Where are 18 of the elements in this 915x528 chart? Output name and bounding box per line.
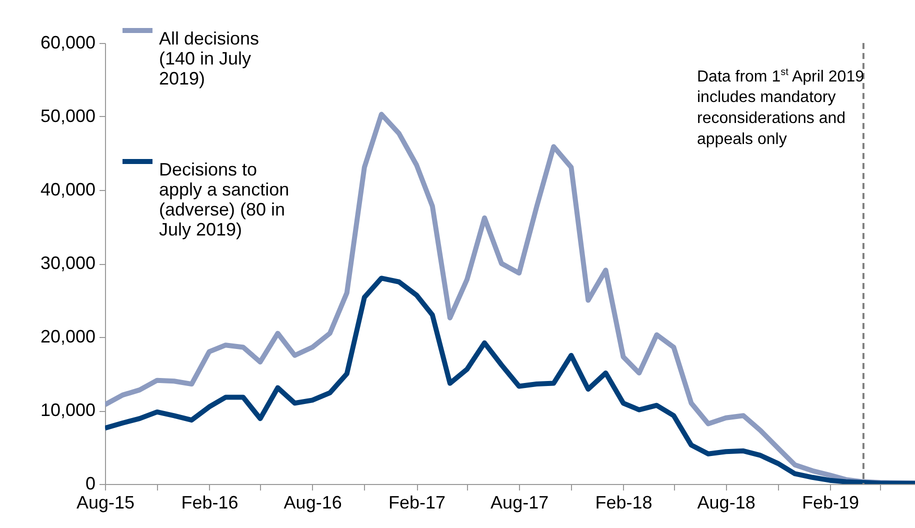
x-tick-label: Aug-15 bbox=[76, 492, 135, 512]
x-tick-label: Aug-17 bbox=[490, 492, 549, 512]
legend-label: Decisions to apply a sanction (adverse) (80 in July 2019) bbox=[159, 160, 290, 240]
x-tick-label: Aug-18 bbox=[697, 492, 756, 512]
y-tick-label: 40,000 bbox=[40, 180, 96, 200]
y-tick-label: 10,000 bbox=[40, 400, 96, 420]
x-tick-label: Feb-19 bbox=[802, 492, 860, 512]
x-tick-label: Feb-16 bbox=[181, 492, 238, 512]
y-tick-label: 20,000 bbox=[40, 326, 96, 346]
y-tick-label: 60,000 bbox=[40, 32, 96, 52]
x-tick-label: Aug-16 bbox=[284, 492, 342, 512]
x-tick-label: Feb-17 bbox=[388, 492, 446, 512]
annotation: Data from 1$^{st}$ April 2019 includes mandatory reconsiderations and appeals only bbox=[697, 66, 865, 150]
y-tick-label: 50,000 bbox=[40, 106, 96, 126]
y-tick-label: 30,000 bbox=[40, 253, 96, 273]
y-tick-label: 0 bbox=[85, 474, 96, 494]
legend-label: All decisions (140 in July 2019) bbox=[159, 28, 260, 88]
x-tick-label: Feb-18 bbox=[595, 492, 652, 512]
